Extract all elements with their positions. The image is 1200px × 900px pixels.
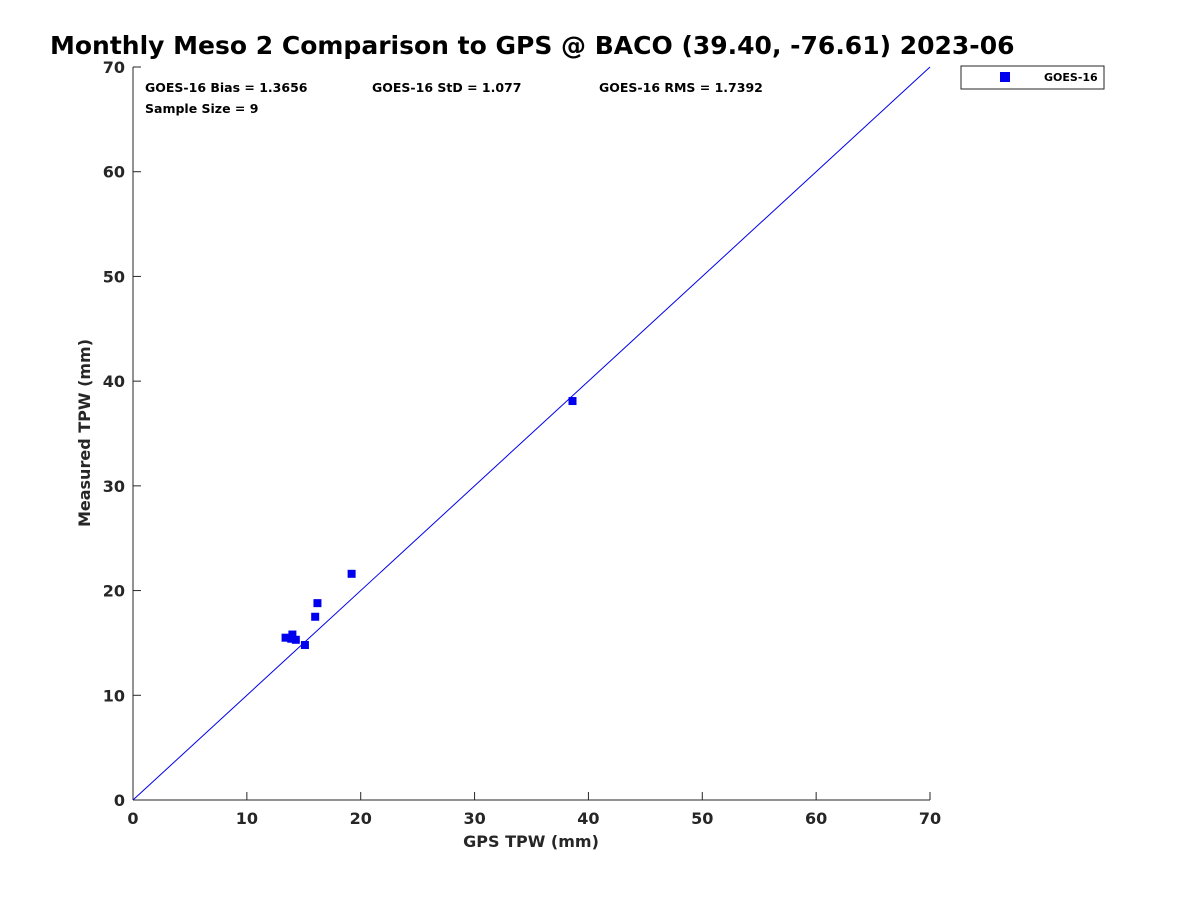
data-point-goes-16-5 xyxy=(300,641,309,650)
std-annotation: GOES-16 StD = 1.077 xyxy=(372,80,521,95)
data-point-goes-16-7 xyxy=(313,599,322,608)
data-point-goes-16-3 xyxy=(287,634,296,643)
y-tick-label: 60 xyxy=(103,163,125,182)
x-tick-label: 60 xyxy=(805,809,827,828)
data-point-goes-16-2 xyxy=(288,630,297,639)
bias-annotation: GOES-16 Bias = 1.3656 xyxy=(145,80,308,95)
x-tick-label: 10 xyxy=(236,809,258,828)
data-points xyxy=(281,397,577,650)
plot-area: 0 10 20 30 40 50 60 70 0 10 20 30 40 50 60 70 xyxy=(103,58,941,828)
data-point-goes-16-6 xyxy=(311,612,320,621)
sample-size-annotation: Sample Size = 9 xyxy=(145,101,258,116)
data-point-goes-16-1 xyxy=(281,633,290,642)
y-axis-ticks: 0 10 20 30 40 50 60 70 xyxy=(103,58,141,810)
y-tick-label: 50 xyxy=(103,267,125,286)
legend-label-goes-16: GOES-16 xyxy=(1044,71,1098,84)
x-tick-label: 40 xyxy=(577,809,599,828)
data-point-goes-16-9 xyxy=(568,397,577,406)
x-tick-label: 20 xyxy=(350,809,372,828)
y-tick-label: 20 xyxy=(103,582,125,601)
x-tick-label: 30 xyxy=(463,809,485,828)
x-tick-label: 50 xyxy=(691,809,713,828)
legend-marker-goes-16 xyxy=(1000,72,1010,82)
legend: GOES-16 xyxy=(960,65,1105,90)
x-tick-label: 0 xyxy=(127,809,138,828)
legend-box xyxy=(960,65,1105,90)
rms-annotation: GOES-16 RMS = 1.7392 xyxy=(599,80,763,95)
y-tick-label: 0 xyxy=(114,791,125,810)
data-point-goes-16-4 xyxy=(291,635,300,644)
x-axis-label: GPS TPW (mm) xyxy=(463,832,599,851)
one-to-one-reference-line xyxy=(132,66,931,801)
y-tick-label: 70 xyxy=(103,58,125,77)
chart-title: Monthly Meso 2 Comparison to GPS @ BACO … xyxy=(50,31,1014,60)
data-point-goes-16-8 xyxy=(347,569,356,578)
x-tick-label: 70 xyxy=(919,809,941,828)
y-tick-label: 30 xyxy=(103,477,125,496)
x-axis-ticks: 0 10 20 30 40 50 60 70 xyxy=(127,792,941,828)
y-axis-label: Measured TPW (mm) xyxy=(75,339,94,527)
y-tick-label: 10 xyxy=(103,686,125,705)
y-tick-label: 40 xyxy=(103,372,125,391)
